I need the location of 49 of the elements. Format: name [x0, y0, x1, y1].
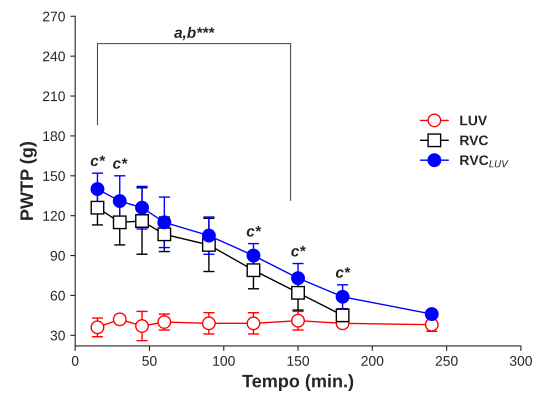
x-tick-label: 100	[213, 356, 235, 366]
y-tick-label: 30	[50, 330, 65, 340]
point	[202, 228, 216, 243]
x-tick-label: 50	[142, 356, 157, 366]
point	[246, 248, 260, 262]
point	[246, 316, 260, 330]
x-tick-label: 250	[436, 356, 458, 366]
y-tick-label: 90	[50, 250, 65, 261]
point	[90, 200, 104, 215]
annotation: c*	[336, 267, 350, 278]
legend-label: LUV	[460, 116, 488, 126]
x-tick-label: 300	[510, 356, 532, 366]
annotation: c*	[246, 226, 262, 237]
y-tick-label: 270	[42, 12, 65, 22]
point	[135, 214, 149, 228]
annotation: c*	[291, 246, 306, 257]
point	[291, 314, 305, 328]
point	[90, 320, 104, 334]
x-tick-label: 200	[361, 356, 384, 366]
point	[424, 307, 439, 321]
x-tick-label: 0	[72, 356, 78, 366]
point	[157, 215, 172, 230]
point	[112, 215, 127, 230]
point	[291, 271, 305, 286]
annotation: a,b***	[174, 26, 215, 40]
y-tick-label: 60	[50, 290, 65, 301]
annotation: c*	[90, 155, 106, 166]
point	[246, 263, 260, 278]
point	[112, 194, 127, 208]
y-tick-label: 210	[42, 91, 65, 102]
point	[135, 319, 149, 333]
y-tick-label: 120	[43, 211, 65, 221]
point	[135, 200, 149, 215]
x-tick-label: 150	[288, 356, 310, 366]
legend-label: RVC$_{LUV}$	[460, 155, 509, 168]
y-tick-label: 180	[43, 131, 65, 142]
point	[202, 316, 216, 330]
y-axis-title: PWTP (g)	[20, 142, 37, 220]
y-tick-label: 240	[42, 51, 65, 62]
point	[112, 312, 127, 326]
point	[336, 290, 350, 304]
annotation: c*	[113, 158, 128, 169]
point	[336, 308, 350, 322]
point	[90, 182, 104, 196]
x-axis-title: Tempo (min.)	[242, 374, 354, 392]
point	[291, 286, 305, 300]
legend-label: RVC	[460, 135, 488, 146]
y-tick-label: 150	[43, 171, 65, 181]
point	[157, 227, 172, 242]
